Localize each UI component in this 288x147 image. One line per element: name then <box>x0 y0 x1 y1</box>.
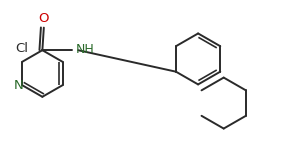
Text: NH: NH <box>75 43 94 56</box>
Text: O: O <box>39 12 49 25</box>
Text: Cl: Cl <box>15 42 28 55</box>
Text: N: N <box>14 79 23 92</box>
